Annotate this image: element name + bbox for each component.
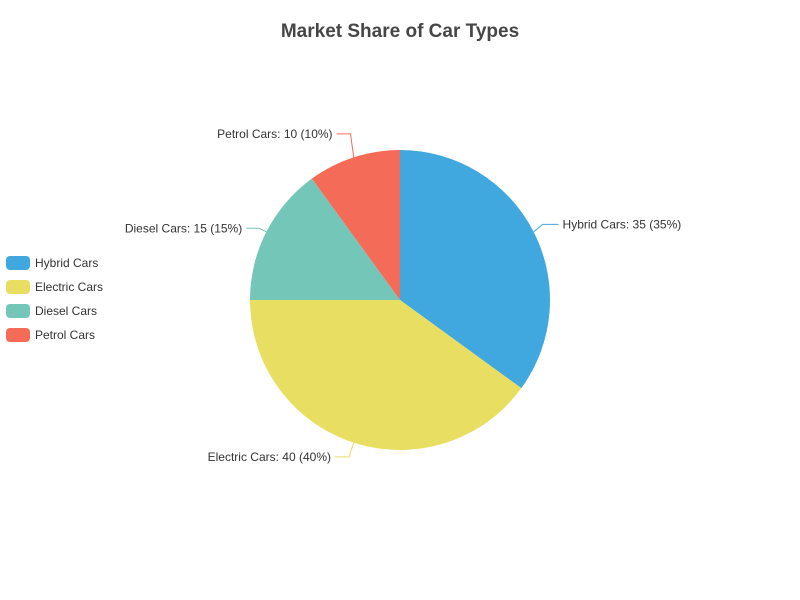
- pie-slice-diesel-cars[interactable]: [250, 178, 400, 300]
- legend-swatch-petrol-cars: [6, 328, 30, 342]
- legend-swatch-diesel-cars: [6, 304, 30, 318]
- legend-label-diesel-cars: Diesel Cars: [35, 304, 98, 318]
- pie-slice-petrol-cars[interactable]: [311, 150, 400, 300]
- label-line-electric-cars: [335, 442, 355, 458]
- slice-label-electric-cars: Electric Cars: 40 (40%): [208, 450, 331, 464]
- legend-item-petrol-cars[interactable]: Petrol Cars: [6, 328, 103, 342]
- legend-item-electric-cars[interactable]: Electric Cars: [6, 280, 103, 294]
- legend: Hybrid Cars Electric Cars Diesel Cars Pe…: [6, 256, 103, 352]
- legend-swatch-hybrid-cars: [6, 256, 30, 270]
- slice-label-petrol-cars: Petrol Cars: 10 (10%): [217, 127, 332, 141]
- label-line-hybrid-cars: [533, 223, 559, 233]
- legend-swatch-electric-cars: [6, 280, 30, 294]
- pie-slice-electric-cars[interactable]: [250, 300, 522, 450]
- chart-title: Market Share of Car Types: [280, 21, 520, 42]
- legend-label-electric-cars: Electric Cars: [35, 280, 104, 294]
- legend-label-hybrid-cars: Hybrid Cars: [35, 256, 99, 270]
- legend-item-diesel-cars[interactable]: Diesel Cars: [6, 304, 103, 318]
- label-line-petrol-cars: [336, 133, 355, 158]
- legend-item-hybrid-cars[interactable]: Hybrid Cars: [6, 256, 103, 270]
- label-line-diesel-cars: [246, 227, 267, 233]
- slice-label-diesel-cars: Diesel Cars: 15 (15%): [125, 221, 242, 235]
- pie-slice-hybrid-cars[interactable]: [400, 150, 550, 389]
- slice-label-hybrid-cars: Hybrid Cars: 35 (35%): [563, 217, 682, 231]
- legend-label-petrol-cars: Petrol Cars: [35, 328, 96, 342]
